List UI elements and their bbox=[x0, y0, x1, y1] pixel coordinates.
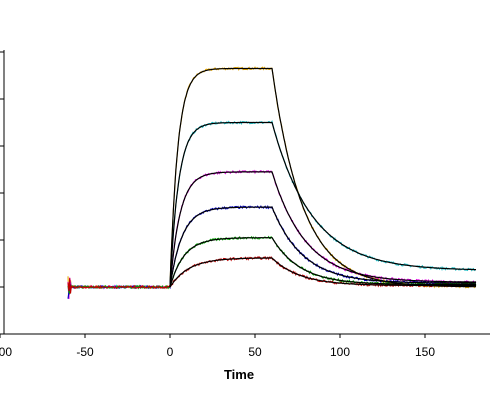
fit-line bbox=[169, 121, 476, 288]
fit-line bbox=[169, 67, 476, 288]
x-tick-label: 150 bbox=[415, 345, 435, 359]
series-line bbox=[67, 66, 477, 296]
y-ticks bbox=[0, 51, 4, 335]
fit-line bbox=[169, 257, 476, 288]
series-line bbox=[67, 169, 477, 300]
series-line bbox=[67, 120, 477, 290]
fit-line bbox=[169, 237, 476, 288]
fit-line bbox=[169, 171, 476, 288]
x-tick-label: -100 bbox=[0, 345, 12, 359]
x-tick-label: -50 bbox=[76, 345, 94, 359]
series-line bbox=[67, 255, 476, 294]
x-axis-title: Time bbox=[224, 367, 254, 382]
x-tick-label: 0 bbox=[167, 345, 174, 359]
x-ticks: -100 -50 0 50 100 150 bbox=[0, 334, 435, 359]
fit-layer bbox=[169, 67, 476, 288]
series-layer bbox=[67, 66, 477, 300]
fit-line bbox=[169, 206, 476, 288]
x-tick-label: 50 bbox=[248, 345, 262, 359]
x-tick-label: 100 bbox=[330, 345, 350, 359]
